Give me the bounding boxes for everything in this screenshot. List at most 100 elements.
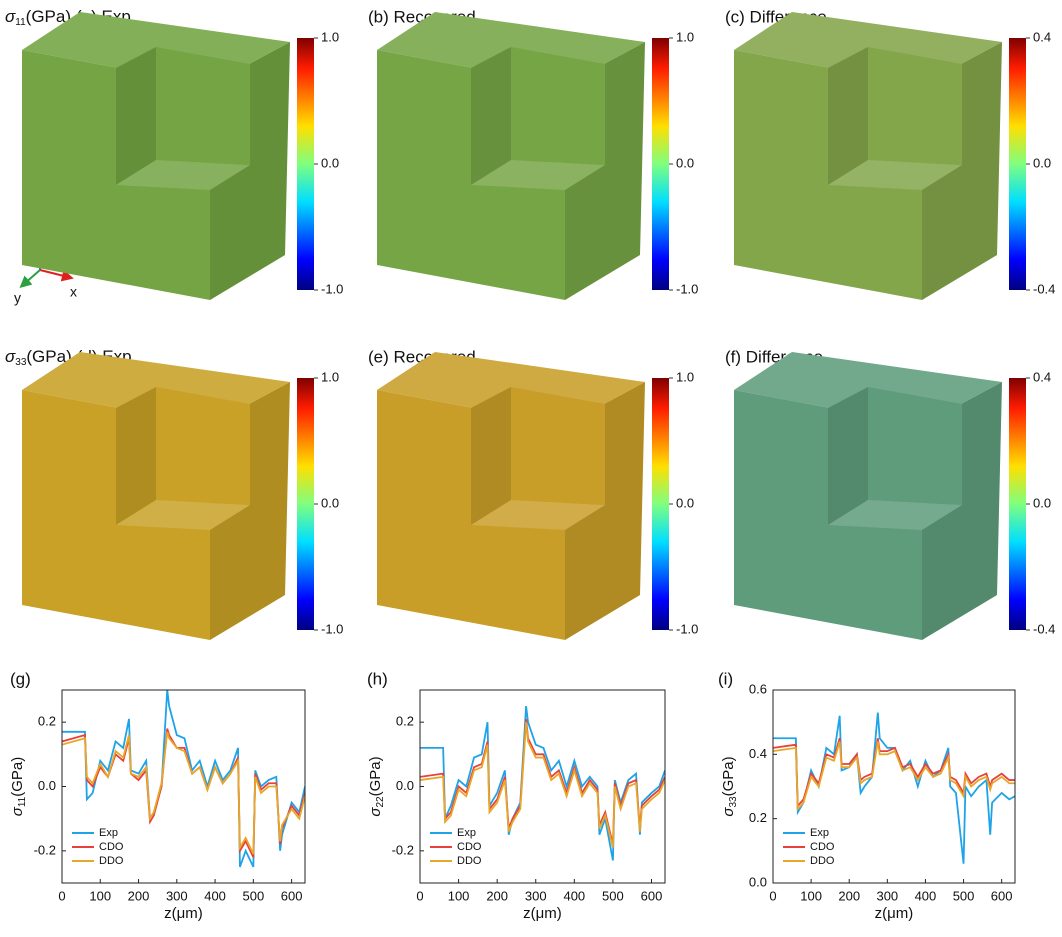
line-chart: (h) 0 100 200 300 400 500 600 -0.2 0.0 0.2 z(μm) σ22… — [367, 669, 665, 921]
x-tick-label: 500 — [242, 888, 264, 903]
x-tick-label: 200 — [838, 888, 860, 903]
colorbar-tick-label: 1.0 — [321, 29, 339, 44]
unit: (GPa) — [9, 757, 26, 797]
x-tick-label: 300 — [876, 888, 898, 903]
unit: (GPa) — [720, 756, 737, 796]
x-axis-label: z(μm) — [875, 905, 914, 922]
colorbar — [1009, 38, 1026, 290]
colorbar — [1009, 378, 1026, 630]
panel-label: (i) — [718, 669, 733, 688]
colorbar — [652, 378, 669, 630]
colorbar-tick-label: 0.4 — [1033, 369, 1051, 384]
colorbar — [297, 378, 314, 630]
y-tick-label: 0.4 — [749, 746, 767, 761]
colorbar-tick-label: 1.0 — [676, 29, 694, 44]
cut-back-wall — [511, 47, 605, 165]
panel-label: (g) — [10, 669, 31, 688]
x-tick-label: 0 — [58, 888, 65, 903]
legend-label: DDO — [810, 855, 835, 867]
x-tick-label: 200 — [128, 888, 150, 903]
series-line — [773, 738, 1015, 806]
y-tick-label: 0.0 — [749, 874, 767, 889]
figure: z x y σ11(GPa)(a) Exp1.00.0-1.0(b) Recov… — [0, 0, 1062, 937]
colorbar-tick-label: -0.4 — [1033, 621, 1055, 636]
y-axis-label: σ33(GPa) — [720, 756, 739, 816]
y-tick-label: 0.0 — [38, 778, 56, 793]
y-tick-label: 0.6 — [749, 681, 767, 696]
x-tick-label: 400 — [204, 888, 226, 903]
colorbar-tick-label: 0.0 — [676, 495, 694, 510]
cube-panel: σ33(GPa)(d) Exp1.00.0-1.0 — [5, 347, 343, 640]
x-tick-label: 100 — [448, 888, 470, 903]
colorbar — [297, 38, 314, 290]
cut-back-wall — [156, 387, 250, 505]
triad-x-label: x — [70, 284, 77, 300]
x-tick-label: 600 — [641, 888, 663, 903]
colorbar-tick-label: 0.0 — [676, 155, 694, 170]
x-tick-label: 600 — [991, 888, 1013, 903]
subscript: 22 — [375, 796, 386, 808]
subscript: 11 — [17, 796, 28, 807]
x-axis-label: z(μm) — [164, 905, 203, 922]
line-chart: (i) 0 100 200 300 400 500 600 0.0 0.2 0.4 0.6 z(μm) σ… — [718, 669, 1015, 921]
colorbar-tick-label: -1.0 — [321, 281, 343, 296]
legend-label: CDO — [457, 841, 482, 853]
colorbar-tick-label: -1.0 — [321, 621, 343, 636]
subscript: 11 — [15, 17, 26, 28]
x-tick-label: 200 — [486, 888, 508, 903]
y-tick-label: 0.0 — [396, 778, 414, 793]
colorbar-tick-label: -1.0 — [676, 281, 698, 296]
colorbar-tick-label: 0.0 — [321, 495, 339, 510]
subscript: 33 — [728, 796, 739, 808]
cut-back-wall — [156, 47, 250, 165]
unit: (GPa) — [367, 756, 384, 796]
x-tick-label: 300 — [525, 888, 547, 903]
colorbar-tick-label: 0.0 — [321, 155, 339, 170]
x-tick-label: 0 — [769, 888, 776, 903]
legend-label: Exp — [457, 827, 476, 839]
x-tick-label: 600 — [281, 888, 303, 903]
triad-y-arrow — [24, 270, 40, 284]
x-tick-label: 100 — [800, 888, 822, 903]
colorbar-tick-label: 0.4 — [1033, 29, 1051, 44]
legend-label: CDO — [99, 841, 124, 853]
legend-label: DDO — [99, 855, 124, 867]
colorbar-tick-label: -1.0 — [676, 621, 698, 636]
colorbar-tick-label: 1.0 — [676, 369, 694, 384]
cut-back-wall — [511, 387, 605, 505]
cut-back-wall — [868, 387, 962, 505]
subscript: 33 — [15, 357, 27, 368]
x-tick-label: 500 — [953, 888, 975, 903]
colorbar-tick-label: -0.4 — [1033, 281, 1055, 296]
line-chart: (g) 0 100 200 300 400 500 600 -0.2 0.0 0.2 z(μm) σ11… — [9, 669, 305, 921]
legend-label: CDO — [810, 841, 835, 853]
y-tick-label: -0.2 — [34, 842, 56, 857]
legend-label: Exp — [99, 827, 118, 839]
y-tick-label: 0.2 — [38, 714, 56, 729]
y-tick-label: 0.2 — [396, 714, 414, 729]
legend-label: DDO — [457, 855, 482, 867]
y-tick-label: 0.2 — [749, 810, 767, 825]
x-tick-label: 0 — [416, 888, 423, 903]
colorbar-tick-label: 0.0 — [1033, 495, 1051, 510]
cut-back-wall — [868, 47, 962, 165]
x-tick-label: 300 — [166, 888, 188, 903]
y-axis-label: σ11(GPa) — [9, 757, 28, 816]
panel-label: (h) — [367, 669, 388, 688]
colorbar — [652, 38, 669, 290]
x-axis-label: z(μm) — [523, 905, 562, 922]
x-tick-label: 100 — [89, 888, 111, 903]
triad-y-label: y — [14, 290, 21, 306]
legend-label: Exp — [810, 827, 829, 839]
colorbar-tick-label: 0.0 — [1033, 155, 1051, 170]
x-tick-label: 400 — [563, 888, 585, 903]
y-axis-label: σ22(GPa) — [367, 756, 386, 816]
x-tick-label: 400 — [915, 888, 937, 903]
colorbar-tick-label: 1.0 — [321, 369, 339, 384]
y-tick-label: -0.2 — [392, 842, 414, 857]
x-tick-label: 500 — [602, 888, 624, 903]
